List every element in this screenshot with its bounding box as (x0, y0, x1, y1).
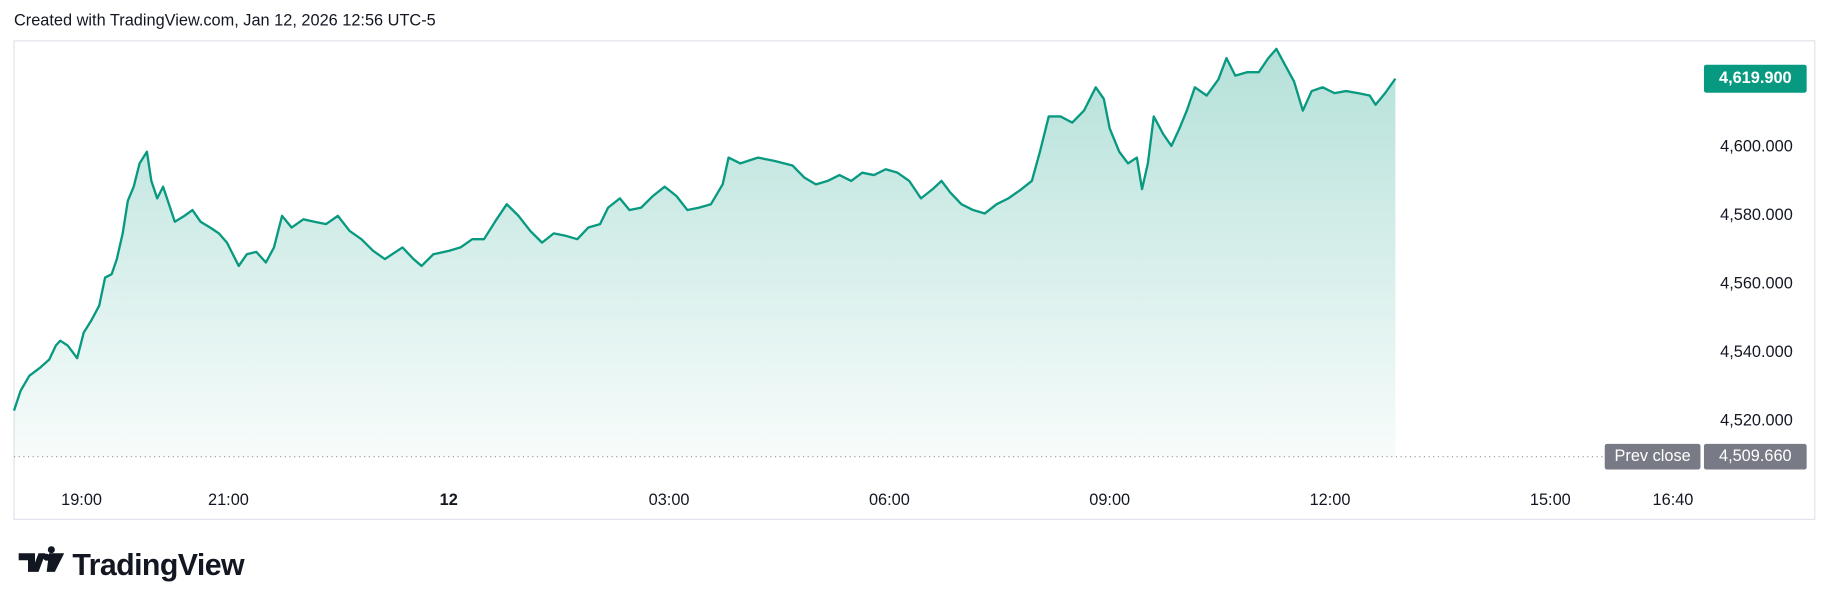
last-price-tag (1703, 64, 1807, 93)
y-tick-label: 4,560.000 (1720, 274, 1793, 292)
x-tick-label: 21:00 (208, 491, 249, 509)
x-tick-label: 15:00 (1530, 491, 1571, 509)
logo-icon (18, 546, 55, 572)
header-text: Created with TradingView.com, Jan 12, 20… (14, 11, 436, 29)
chart-frame (13, 40, 1816, 520)
prev-close-tag (1703, 443, 1807, 470)
prev-close-label: 4,509.660 (1719, 447, 1792, 465)
x-tick-label: 03:00 (649, 491, 690, 509)
y-tick-label: 4,600.000 (1720, 137, 1793, 155)
x-tick-label: 16:40 (1653, 491, 1694, 509)
last-price-label: 4,619.900 (1719, 69, 1792, 87)
x-tick-label: 12:00 (1310, 491, 1351, 509)
prev-close-name: Prev close (1614, 447, 1690, 465)
x-tick-label: 12 (440, 491, 458, 509)
x-tick-label: 06:00 (869, 491, 910, 509)
logo-text: TradingView (72, 549, 245, 582)
price-line (12, 47, 1397, 411)
logo-icon-part (46, 553, 65, 572)
prev-close-name-tag (1604, 443, 1701, 470)
x-tick-label: 19:00 (61, 491, 102, 509)
y-tick-label: 4,580.000 (1720, 206, 1793, 224)
y-tick-label: 4,520.000 (1720, 412, 1793, 430)
x-tick-label: 09:00 (1089, 491, 1130, 509)
price-area (14, 48, 1396, 457)
logo: TradingView (18, 546, 246, 582)
y-tick-label: 4,540.000 (1720, 343, 1793, 361)
